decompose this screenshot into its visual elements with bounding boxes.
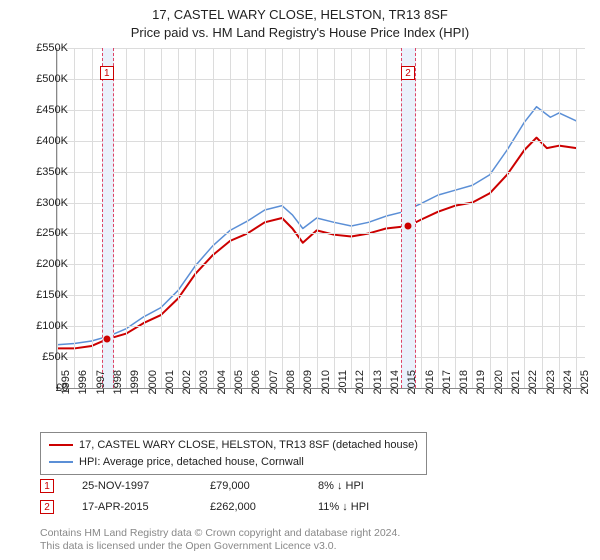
x-tick-label: 1998 xyxy=(112,370,124,410)
transaction-date-1: 25-NOV-1997 xyxy=(82,480,182,492)
chart-svg xyxy=(57,48,585,388)
transaction-row-2: 2 17-APR-2015 £262,000 11% ↓ HPI xyxy=(40,500,369,514)
x-tick-label: 1999 xyxy=(129,370,141,410)
x-tick-label: 2004 xyxy=(216,370,228,410)
x-tick-label: 1996 xyxy=(77,370,89,410)
data-point-marker xyxy=(405,223,412,230)
x-tick-label: 2000 xyxy=(147,370,159,410)
x-tick-label: 2021 xyxy=(510,370,522,410)
x-tick-label: 2012 xyxy=(354,370,366,410)
x-tick-label: 2006 xyxy=(250,370,262,410)
x-tick-label: 2005 xyxy=(233,370,245,410)
y-tick-label: £450K xyxy=(22,104,68,116)
x-tick-label: 2024 xyxy=(562,370,574,410)
x-tick-label: 2020 xyxy=(493,370,505,410)
x-tick-label: 2025 xyxy=(579,370,591,410)
legend-item-hpi: HPI: Average price, detached house, Corn… xyxy=(49,454,418,471)
legend-item-price-paid: 17, CASTEL WARY CLOSE, HELSTON, TR13 8SF… xyxy=(49,437,418,454)
band-marker: 2 xyxy=(401,66,415,80)
y-tick-label: £500K xyxy=(22,73,68,85)
x-tick-label: 2010 xyxy=(320,370,332,410)
x-tick-label: 2022 xyxy=(527,370,539,410)
legend-swatch-1 xyxy=(49,444,73,446)
legend: 17, CASTEL WARY CLOSE, HELSTON, TR13 8SF… xyxy=(40,432,427,475)
chart-container: 17, CASTEL WARY CLOSE, HELSTON, TR13 8SF… xyxy=(0,0,600,560)
y-tick-label: £350K xyxy=(22,166,68,178)
x-tick-label: 2019 xyxy=(475,370,487,410)
legend-swatch-2 xyxy=(49,461,73,463)
x-tick-label: 2015 xyxy=(406,370,418,410)
footer-line-1: Contains HM Land Registry data © Crown c… xyxy=(40,527,400,541)
transaction-delta-1: 8% ↓ HPI xyxy=(318,480,364,492)
chart-subtitle: Price paid vs. HM Land Registry's House … xyxy=(0,24,600,42)
transaction-marker-1: 1 xyxy=(40,479,54,493)
transaction-row-1: 1 25-NOV-1997 £79,000 8% ↓ HPI xyxy=(40,479,364,493)
footer: Contains HM Land Registry data © Crown c… xyxy=(40,527,400,554)
transaction-price-1: £79,000 xyxy=(210,480,290,492)
y-tick-label: £550K xyxy=(22,42,68,54)
x-tick-label: 2003 xyxy=(198,370,210,410)
x-tick-label: 1995 xyxy=(60,370,72,410)
plot-area: 12 xyxy=(56,48,585,389)
x-tick-label: 1997 xyxy=(95,370,107,410)
y-tick-label: £150K xyxy=(22,289,68,301)
x-tick-label: 2011 xyxy=(337,370,349,410)
x-tick-label: 2007 xyxy=(268,370,280,410)
y-tick-label: £100K xyxy=(22,320,68,332)
x-tick-label: 2016 xyxy=(424,370,436,410)
legend-label-1: 17, CASTEL WARY CLOSE, HELSTON, TR13 8SF… xyxy=(79,437,418,454)
x-tick-label: 2014 xyxy=(389,370,401,410)
footer-line-2: This data is licensed under the Open Gov… xyxy=(40,540,400,554)
band-marker: 1 xyxy=(100,66,114,80)
legend-label-2: HPI: Average price, detached house, Corn… xyxy=(79,454,304,471)
shaded-band xyxy=(401,48,416,388)
x-tick-label: 2009 xyxy=(302,370,314,410)
x-tick-label: 2008 xyxy=(285,370,297,410)
y-tick-label: £400K xyxy=(22,135,68,147)
chart-title: 17, CASTEL WARY CLOSE, HELSTON, TR13 8SF xyxy=(0,0,600,24)
x-tick-label: 2017 xyxy=(441,370,453,410)
y-tick-label: £200K xyxy=(22,258,68,270)
x-tick-label: 2002 xyxy=(181,370,193,410)
transaction-date-2: 17-APR-2015 xyxy=(82,501,182,513)
y-tick-label: £250K xyxy=(22,227,68,239)
transaction-price-2: £262,000 xyxy=(210,501,290,513)
transaction-delta-2: 11% ↓ HPI xyxy=(318,501,369,513)
y-tick-label: £50K xyxy=(22,351,68,363)
x-tick-label: 2013 xyxy=(372,370,384,410)
x-tick-label: 2001 xyxy=(164,370,176,410)
x-tick-label: 2018 xyxy=(458,370,470,410)
transaction-marker-2: 2 xyxy=(40,500,54,514)
y-tick-label: £300K xyxy=(22,197,68,209)
data-point-marker xyxy=(104,336,111,343)
x-tick-label: 2023 xyxy=(545,370,557,410)
